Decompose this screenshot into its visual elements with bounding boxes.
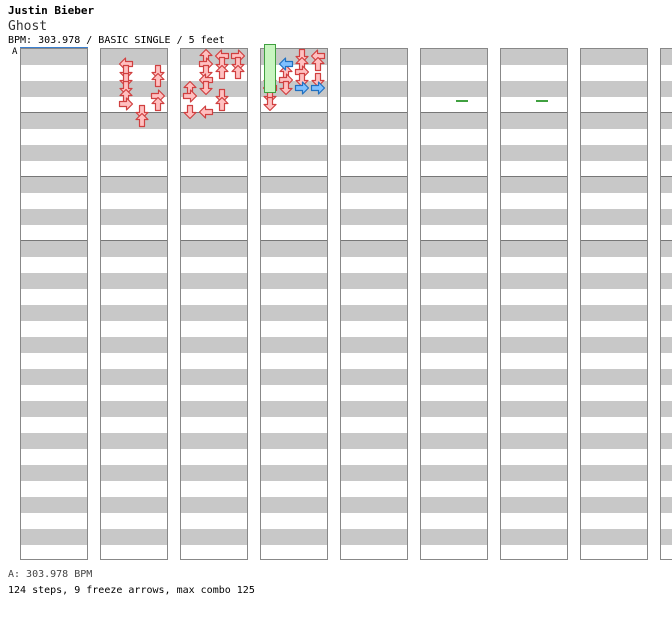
arrow-right-icon [182,88,198,104]
measure-line [341,176,407,177]
chart-column-3 [180,48,248,560]
measure-line [341,112,407,113]
chart-column-7 [500,48,568,560]
measure-line [421,176,487,177]
arrow-down-icon [230,56,246,72]
section-marker-line [20,47,88,48]
measure-line [661,240,672,241]
arrow-up-icon [134,112,150,128]
chart-column-8 [580,48,648,560]
arrow-down-icon [198,80,214,96]
freeze-arrow-down [536,100,548,102]
measure-line [421,240,487,241]
measure-line [501,240,567,241]
arrow-down-icon [262,96,278,112]
arrow-down-icon [294,72,310,88]
chart-column-2 [100,48,168,560]
freeze-arrow-left [264,44,276,93]
measure-line [341,240,407,241]
shock-arrow-right-icon [294,80,310,96]
chart-meta: BPM: 303.978 / BASIC SINGLE / 5 feet [8,35,225,46]
freeze-arrow-up [456,100,468,102]
arrow-down-icon [118,80,134,96]
arrow-down-icon [134,104,150,120]
arrow-down-icon [294,48,310,64]
arrow-down-icon [182,104,198,120]
artist-name: Justin Bieber [8,4,95,17]
measure-line [21,112,87,113]
shock-arrow-right-icon [310,80,326,96]
arrow-down-icon [278,80,294,96]
measure-line [421,112,487,113]
measure-line [21,176,87,177]
measure-line [181,176,247,177]
stats-line: 124 steps, 9 freeze arrows, max combo 12… [8,585,255,596]
arrow-up-icon [310,56,326,72]
measure-line [181,240,247,241]
chart-column-9 [660,48,672,560]
arrow-up-icon [230,64,246,80]
measure-line [101,176,167,177]
arrow-up-icon [214,64,230,80]
measure-line [101,112,167,113]
shock-arrow-left-icon [278,56,294,72]
arrow-down-icon [150,64,166,80]
measure-line [181,112,247,113]
arrow-down-icon [198,64,214,80]
chart-column-4 [260,48,328,560]
arrow-down-icon [214,56,230,72]
measure-line [581,240,647,241]
measure-line [501,176,567,177]
song-title: Ghost [8,19,48,34]
measure-line [261,240,327,241]
measure-line [581,176,647,177]
arrow-up-icon [150,72,166,88]
arrow-up-icon [150,96,166,112]
chart-column-1 [20,48,88,560]
measure-line [661,176,672,177]
chart-column-5 [340,48,408,560]
arrow-left-icon [198,104,214,120]
arrow-right-icon [118,96,134,112]
measure-line [101,240,167,241]
measure-line [21,240,87,241]
measure-line [261,112,327,113]
measure-line [581,112,647,113]
section-marker: A [12,47,18,57]
measure-line [501,112,567,113]
arrow-down-icon [214,88,230,104]
chart-column-6 [420,48,488,560]
measure-line [261,176,327,177]
arrow-up-icon [214,96,230,112]
bpm-line: A: 303.978 BPM [8,569,93,580]
measure-line [661,112,672,113]
arrow-down-icon [310,72,326,88]
